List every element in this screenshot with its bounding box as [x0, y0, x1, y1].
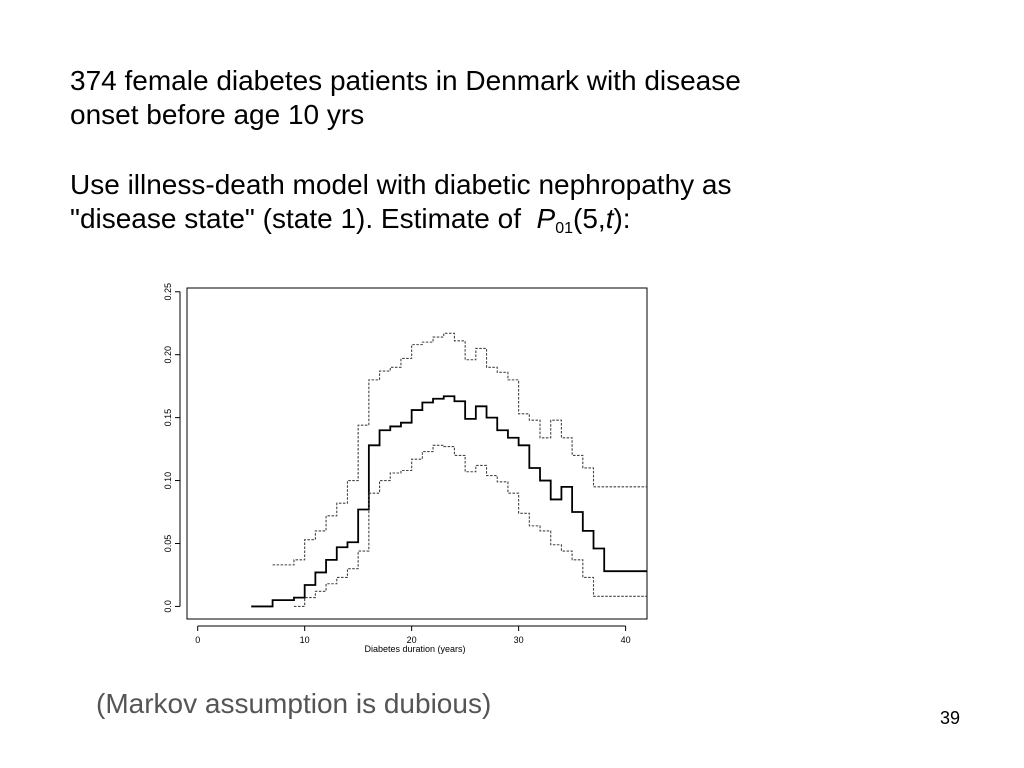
model-line-2: "disease state" (state 1). Estimate of	[70, 203, 521, 234]
x-tick-label: 40	[621, 635, 631, 645]
y-axis: 0.0 0.05 0.10 0.15 0.20 0.25	[163, 283, 181, 613]
series-layer	[251, 332, 647, 608]
step-chart: 0.0 0.05 0.10 0.15 0.20 0.25 0 10 20 30 40 Diabet…	[163, 283, 648, 654]
model-line-1: Use illness-death model with diabetic ne…	[70, 169, 732, 200]
p-args-close: ):	[613, 203, 631, 234]
confidence-band-line-1	[272, 332, 647, 566]
x-axis: 0 10 20 30 40	[195, 625, 631, 645]
model-paragraph: Use illness-death model with diabetic ne…	[70, 168, 970, 246]
y-tick-label: 0.10	[163, 472, 173, 490]
p-symbol: P	[536, 203, 556, 234]
intro-line-2: onset before age 10 yrs	[70, 99, 365, 130]
x-tick-label: 0	[195, 635, 200, 645]
y-tick-label: 0.0	[163, 600, 173, 613]
confidence-band-line-2	[293, 444, 647, 607]
y-tick-label: 0.05	[163, 535, 173, 553]
x-tick-label: 20	[407, 635, 417, 645]
x-axis-label: Diabetes duration (years)	[364, 644, 465, 654]
y-tick-label: 0.15	[163, 409, 173, 427]
page-number: 39	[940, 708, 961, 728]
intro-paragraph: 374 female diabetes patients in Denmark …	[70, 64, 970, 132]
p-args-open: (5,	[573, 203, 606, 234]
y-tick-label: 0.25	[163, 283, 173, 301]
x-tick-label: 10	[300, 635, 310, 645]
p-arg-t: t	[605, 203, 614, 234]
markov-note: (Markov assumption is dubious)	[96, 688, 492, 719]
p-subscript: 01	[555, 220, 574, 237]
y-tick-label: 0.20	[163, 346, 173, 364]
x-tick-label: 30	[514, 635, 524, 645]
plot-frame	[186, 287, 648, 620]
intro-line-1: 374 female diabetes patients in Denmark …	[70, 65, 741, 96]
estimate-series-line	[251, 395, 647, 608]
